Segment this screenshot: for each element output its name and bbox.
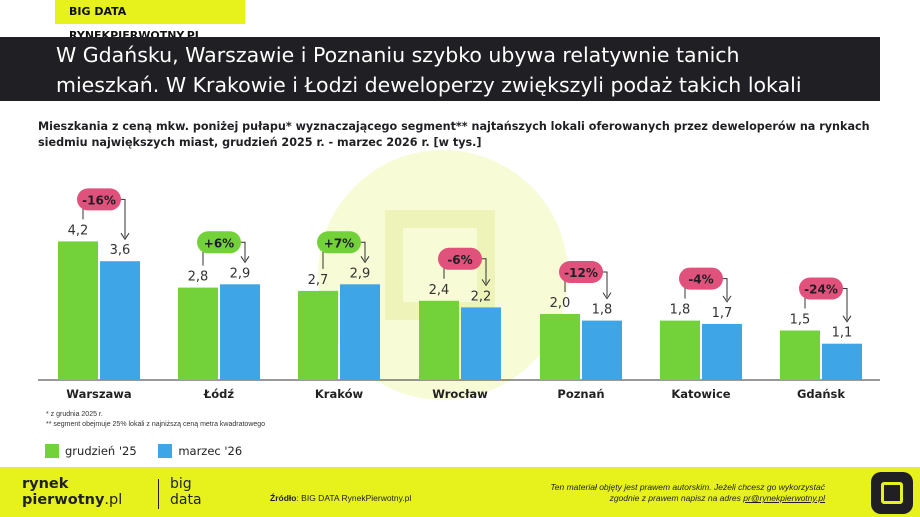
source-label: Źródło bbox=[270, 493, 297, 503]
bar-mar-0 bbox=[100, 261, 140, 380]
data-label-dec-3: 2,4 bbox=[429, 283, 450, 298]
logo-line-2-main: pierwotny bbox=[22, 492, 105, 508]
footnote-1: * z grudnia 2025 r. bbox=[46, 411, 103, 418]
legend-label-dec: grudzień '25 bbox=[65, 444, 137, 458]
data-label-mar-4: 1,8 bbox=[592, 303, 613, 318]
copyright-note: Ten materiał objęty jest prawem autorski… bbox=[470, 482, 825, 504]
data-label-dec-2: 2,7 bbox=[308, 273, 329, 288]
legend-swatch-dec bbox=[45, 444, 59, 458]
change-badge-5 bbox=[679, 267, 723, 290]
category-label-5: Katowice bbox=[671, 387, 730, 401]
change-badge-3 bbox=[438, 247, 482, 270]
change-arrow-0 bbox=[120, 232, 130, 241]
legend-swatch-mar bbox=[158, 444, 173, 458]
data-label-mar-3: 2,2 bbox=[471, 289, 492, 304]
source-note: Źródło: BIG DATA RynekPierwotny.pl bbox=[270, 493, 411, 503]
copyright-line-1: Ten materiał objęty jest prawem autorski… bbox=[550, 482, 825, 492]
legend-item-mar: marzec '26 bbox=[158, 444, 242, 458]
footer-bar bbox=[0, 467, 920, 517]
change-label-6: -24% bbox=[804, 283, 838, 297]
headline-line-1: W Gdańsku, Warszawie i Poznaniu szybko u… bbox=[56, 43, 740, 67]
change-badge-1 bbox=[197, 231, 241, 254]
change-label-2: +7% bbox=[324, 236, 354, 250]
corner-logo-square-icon bbox=[881, 482, 903, 504]
bar-dec-3 bbox=[419, 300, 459, 380]
data-label-mar-0: 3,6 bbox=[110, 243, 131, 258]
corner-logo-icon bbox=[871, 472, 913, 514]
logo-divider bbox=[158, 479, 159, 509]
data-label-mar-5: 1,7 bbox=[712, 306, 733, 321]
copyright-email-link[interactable]: pr@rynekpierwotny.pl bbox=[743, 493, 825, 503]
change-arrow-1 bbox=[240, 256, 250, 264]
change-arrow-2 bbox=[360, 256, 370, 264]
category-label-2: Kraków bbox=[315, 387, 364, 401]
category-label-1: Łódź bbox=[203, 387, 235, 401]
change-badge-4 bbox=[559, 261, 603, 283]
data-label-mar-6: 1,1 bbox=[832, 326, 853, 341]
copyright-line-2-text: zgodnie z prawem napisz na adres bbox=[609, 493, 741, 503]
change-label-4: -12% bbox=[564, 266, 598, 280]
bar-dec-1 bbox=[178, 287, 218, 380]
bar-mar-1 bbox=[220, 284, 260, 380]
chart-title: Mieszkania z ceną mkw. poniżej pułapu* w… bbox=[38, 120, 870, 149]
footnote-2: ** segment obejmuje 25% lokali z najniżs… bbox=[46, 421, 266, 428]
change-badge-6 bbox=[799, 277, 843, 300]
footnotes: * z grudnia 2025 r. ** segment obejmuje … bbox=[46, 410, 265, 430]
category-label-4: Poznań bbox=[557, 387, 604, 401]
category-label-3: Wrocław bbox=[432, 387, 488, 401]
headline-line-2: mieszkań. W Krakowie i Łodzi deweloperzy… bbox=[56, 73, 802, 97]
chart-legend: grudzień '25 marzec '26 bbox=[45, 444, 260, 461]
page-title: W Gdańsku, Warszawie i Poznaniu szybko u… bbox=[0, 37, 880, 101]
source-text: : BIG DATA RynekPierwotny.pl bbox=[296, 493, 412, 503]
bar-mar-4 bbox=[582, 320, 622, 380]
change-label-0: -16% bbox=[82, 193, 116, 207]
bigdata-logo: big data bbox=[170, 476, 202, 508]
data-label-dec-0: 4,2 bbox=[68, 223, 89, 238]
bar-dec-6 bbox=[780, 330, 820, 380]
category-label-6: Gdańsk bbox=[797, 387, 845, 401]
legend-item-dec: grudzień '25 bbox=[45, 444, 137, 458]
change-badge-0 bbox=[77, 188, 121, 211]
data-label-dec-4: 2,0 bbox=[550, 296, 571, 311]
bar-dec-4 bbox=[540, 314, 580, 380]
data-label-dec-1: 2,8 bbox=[188, 270, 209, 285]
logo-line-2-suffix: .pl bbox=[104, 492, 123, 508]
change-label-5: -4% bbox=[688, 273, 713, 287]
logo-line-1: rynek bbox=[22, 476, 69, 492]
change-label-1: +6% bbox=[204, 236, 234, 250]
bar-dec-5 bbox=[660, 320, 700, 380]
bigdata-line-2: data bbox=[170, 492, 202, 508]
change-arrow-4 bbox=[602, 292, 612, 300]
bar-mar-2 bbox=[340, 284, 380, 380]
data-label-mar-1: 2,9 bbox=[230, 266, 251, 281]
category-label-0: Warszawa bbox=[66, 387, 131, 401]
bar-mar-6 bbox=[822, 343, 862, 380]
change-arrow-3 bbox=[481, 279, 491, 287]
change-arrow-5 bbox=[722, 295, 732, 303]
data-label-dec-5: 1,8 bbox=[670, 303, 691, 318]
legend-label-mar: marzec '26 bbox=[178, 444, 243, 458]
change-label-3: -6% bbox=[447, 253, 472, 267]
change-arrow-6 bbox=[842, 315, 852, 323]
bar-chart: 4,2 3,6 Warszawa -16% 2,8 2,9 Łódź +6% 2,7 2,9 Kra… bbox=[38, 188, 880, 401]
copyright-line-2: zgodnie z prawem napisz na adres pr@ryne… bbox=[470, 493, 825, 504]
rynekpierwotny-logo: rynek pierwotny.pl bbox=[22, 476, 122, 508]
bar-mar-5 bbox=[702, 323, 742, 380]
logo-line-2: pierwotny.pl bbox=[22, 492, 122, 508]
bigdata-line-1: big bbox=[170, 476, 192, 492]
change-badge-2 bbox=[317, 231, 361, 254]
bar-dec-0 bbox=[58, 241, 98, 380]
brand-tag: BIG DATA RYNEKPIERWOTNY.PL bbox=[55, 0, 245, 42]
data-label-dec-6: 1,5 bbox=[790, 313, 811, 328]
bar-dec-2 bbox=[298, 290, 338, 380]
bar-mar-3 bbox=[461, 307, 501, 380]
data-label-mar-2: 2,9 bbox=[350, 266, 371, 281]
